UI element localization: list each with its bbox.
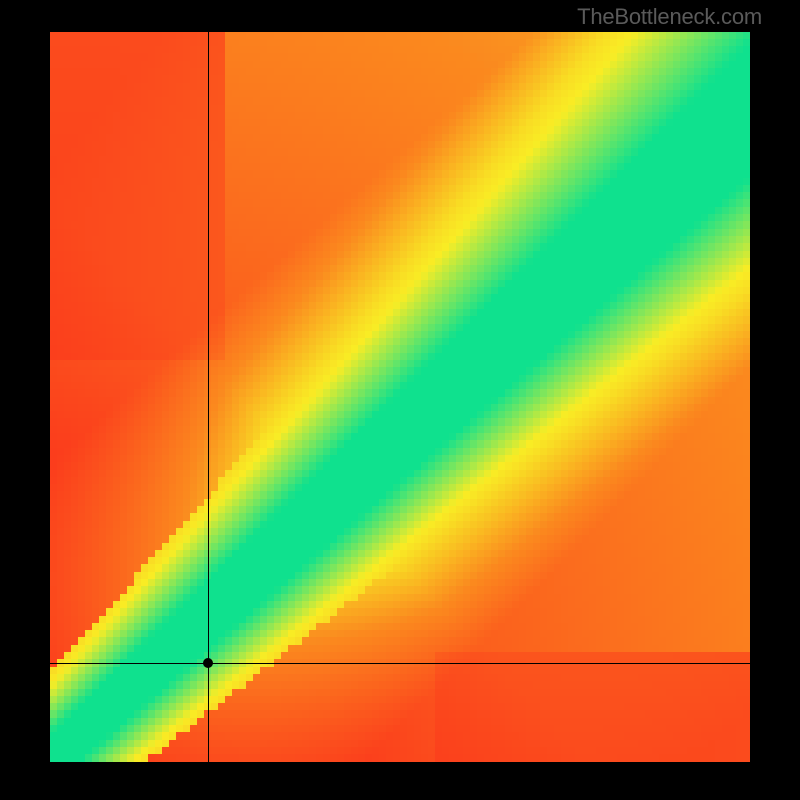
crosshair-horizontal: [50, 663, 750, 664]
crosshair-vertical: [208, 32, 209, 762]
bottleneck-heatmap: [50, 32, 750, 762]
crosshair-marker: [203, 658, 213, 668]
watermark-text: TheBottleneck.com: [577, 4, 762, 30]
heatmap-canvas: [50, 32, 750, 762]
